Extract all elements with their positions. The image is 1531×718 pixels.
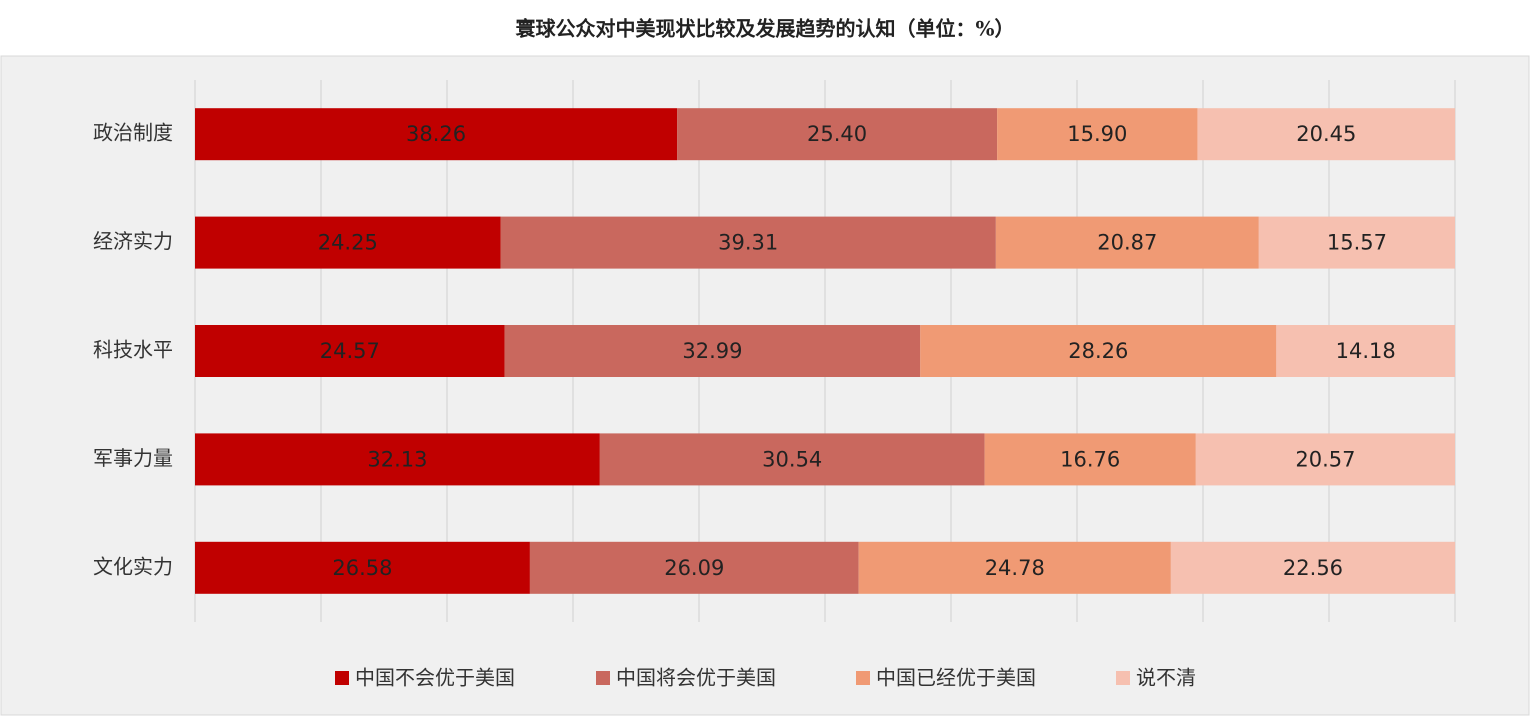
data-label: 15.90 — [1067, 122, 1127, 146]
data-label: 30.54 — [762, 447, 822, 471]
data-label: 38.26 — [406, 122, 466, 146]
bar-segment — [858, 541, 1171, 594]
data-label: 25.40 — [807, 122, 867, 146]
data-label: 24.25 — [318, 231, 378, 255]
data-label: 32.99 — [682, 339, 742, 363]
data-label: 15.57 — [1327, 231, 1387, 255]
data-label: 20.45 — [1296, 122, 1356, 146]
y-tick-label: 文化实力 — [93, 554, 173, 578]
plot-background — [0, 55, 1530, 716]
legend-marker — [856, 671, 870, 685]
bar-segment — [997, 108, 1198, 161]
y-tick-label: 军事力量 — [93, 446, 173, 470]
bar-segment — [677, 108, 998, 161]
data-label: 20.57 — [1295, 447, 1355, 471]
y-tick-label: 政治制度 — [93, 121, 173, 145]
data-label: 24.78 — [985, 556, 1045, 580]
data-label: 24.57 — [320, 339, 380, 363]
bar-segment — [920, 325, 1277, 377]
bar-segment — [1258, 216, 1455, 269]
bar-segment — [984, 433, 1196, 486]
data-label: 20.87 — [1097, 231, 1157, 255]
chart-title: 寰球公众对中美现状比较及发展趋势的认知（单位：%） — [515, 17, 1014, 41]
legend-label: 中国将会优于美国 — [616, 666, 776, 690]
data-label: 39.31 — [718, 231, 778, 255]
legend-label: 说不清 — [1136, 666, 1196, 690]
bar-segment — [995, 216, 1259, 269]
bar-segment — [1195, 433, 1455, 486]
y-tick-label: 经济实力 — [93, 229, 173, 253]
data-label: 32.13 — [367, 447, 427, 471]
bar-segment — [195, 325, 505, 377]
bar-segment — [500, 216, 996, 269]
data-label: 14.18 — [1336, 339, 1396, 363]
legend-marker — [1116, 671, 1130, 685]
legend-label: 中国不会优于美国 — [355, 666, 515, 690]
bar-segment — [1170, 541, 1456, 594]
bar-segment — [195, 108, 678, 161]
legend-marker — [596, 671, 610, 685]
bar-segment — [1197, 108, 1456, 161]
legend-label: 中国已经优于美国 — [876, 666, 1036, 690]
bar-segment — [1276, 325, 1455, 377]
legend-marker — [335, 671, 349, 685]
bar-segment — [195, 541, 530, 594]
bar-segment — [529, 541, 859, 594]
bar-segment — [195, 433, 600, 486]
data-label: 28.26 — [1068, 339, 1128, 363]
data-label: 22.56 — [1283, 556, 1343, 580]
y-tick-label: 科技水平 — [93, 338, 173, 362]
bar-segment — [504, 325, 921, 377]
bar-segment — [599, 433, 985, 486]
data-label: 16.76 — [1060, 447, 1120, 471]
data-label: 26.58 — [332, 556, 392, 580]
bar-segment — [195, 216, 501, 269]
data-label: 26.09 — [664, 556, 724, 580]
